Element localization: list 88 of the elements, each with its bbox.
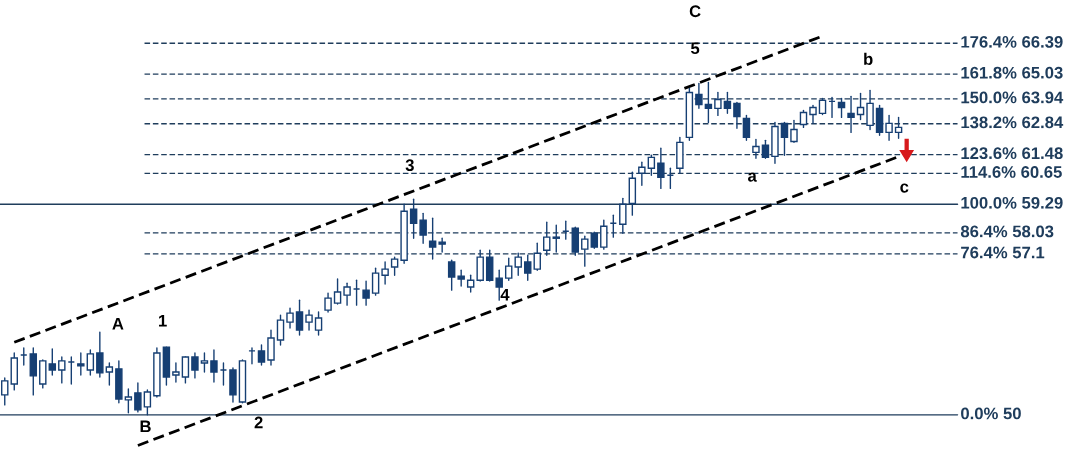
candlestick <box>485 249 494 282</box>
annotation: 1 <box>159 314 167 327</box>
candlestick <box>790 119 798 144</box>
ref-line-label: 0.0% 50 <box>961 407 1021 420</box>
candlestick <box>58 356 66 384</box>
candlestick <box>885 114 893 142</box>
candlestick <box>742 114 751 142</box>
ref-line-label: 138.2% 62.84 <box>961 116 1064 129</box>
candlestick <box>286 307 294 329</box>
candlestick <box>638 161 646 186</box>
ref-line-label: 76.4% 57.1 <box>961 246 1045 259</box>
candlestick <box>647 154 656 176</box>
annotation: C <box>689 5 701 18</box>
candlestick <box>504 257 513 281</box>
annotation: a <box>748 172 757 182</box>
ref-line-label: 150.0% 63.94 <box>961 91 1064 104</box>
candlestick <box>419 212 427 244</box>
candlestick <box>371 267 380 296</box>
candlestick <box>96 331 104 378</box>
candlestick <box>314 311 323 336</box>
candlestick <box>1 377 9 406</box>
candlestick <box>780 121 789 156</box>
candlestick <box>210 349 218 383</box>
candlestick <box>48 348 57 376</box>
candlestick <box>390 256 399 276</box>
candlestick <box>86 349 95 376</box>
candlestick <box>438 237 446 253</box>
candlestick <box>409 198 418 239</box>
candlestick <box>704 81 713 124</box>
candlestick <box>552 224 561 253</box>
candlestick <box>105 362 114 386</box>
candlestick <box>39 359 47 389</box>
candlestick <box>837 97 846 119</box>
ref-line-label: 176.4% 66.39 <box>961 35 1063 48</box>
ref-line-label: 114.6% 60.65 <box>961 166 1062 178</box>
candlestick <box>752 138 760 159</box>
candlestick <box>714 91 722 117</box>
candlestick <box>476 249 484 282</box>
ref-line-label: 161.8% 65.03 <box>961 66 1063 79</box>
annotation: A <box>112 317 124 330</box>
ref-line-label: 86.4% 58.03 <box>960 225 1054 238</box>
annotation: 3 <box>405 159 414 172</box>
candlestick <box>343 282 351 306</box>
candlestick <box>619 197 627 234</box>
candlestick <box>581 235 589 267</box>
candlestick <box>866 89 874 131</box>
candlestick <box>143 389 152 416</box>
candlestick <box>657 147 665 190</box>
annotation: c <box>900 183 909 193</box>
candlestick <box>381 261 389 285</box>
annotation: 5 <box>690 42 700 55</box>
candlestick <box>257 344 266 366</box>
candlestick <box>181 356 190 384</box>
annotation: B <box>140 420 151 433</box>
candlestick <box>134 382 142 413</box>
candlestick <box>856 92 865 121</box>
candlestick <box>200 352 209 373</box>
candlestick <box>447 259 456 291</box>
ref-line-label: 123.6% 61.48 <box>961 147 1063 160</box>
candlestick <box>295 299 304 336</box>
candlestick <box>77 352 85 376</box>
candlestick <box>29 347 38 396</box>
candlestick <box>894 116 903 139</box>
candlestick <box>305 309 313 331</box>
candlestick <box>276 314 285 346</box>
candlestick <box>333 278 342 305</box>
candlestick <box>324 292 332 313</box>
candlestick <box>523 254 532 281</box>
ref-line-label: 100.0% 59.29 <box>961 196 1063 209</box>
candlestick <box>723 91 732 115</box>
annotation: b <box>864 52 873 65</box>
candlestick <box>733 101 741 130</box>
candlestick <box>428 217 437 260</box>
annotation: 4 <box>500 288 510 301</box>
candlestick <box>695 82 703 110</box>
candlestick <box>124 388 133 414</box>
candlestick <box>172 362 180 383</box>
candlestick <box>457 269 465 287</box>
annotation: 2 <box>254 416 263 429</box>
candlestick <box>533 242 541 271</box>
candlestick <box>543 221 551 256</box>
candlestick <box>571 226 580 256</box>
candlestick <box>847 95 855 134</box>
candlestick <box>600 219 608 250</box>
candlestick <box>514 252 522 276</box>
candlestick <box>362 280 370 306</box>
candlestick <box>191 352 199 379</box>
candlestick <box>267 329 275 366</box>
